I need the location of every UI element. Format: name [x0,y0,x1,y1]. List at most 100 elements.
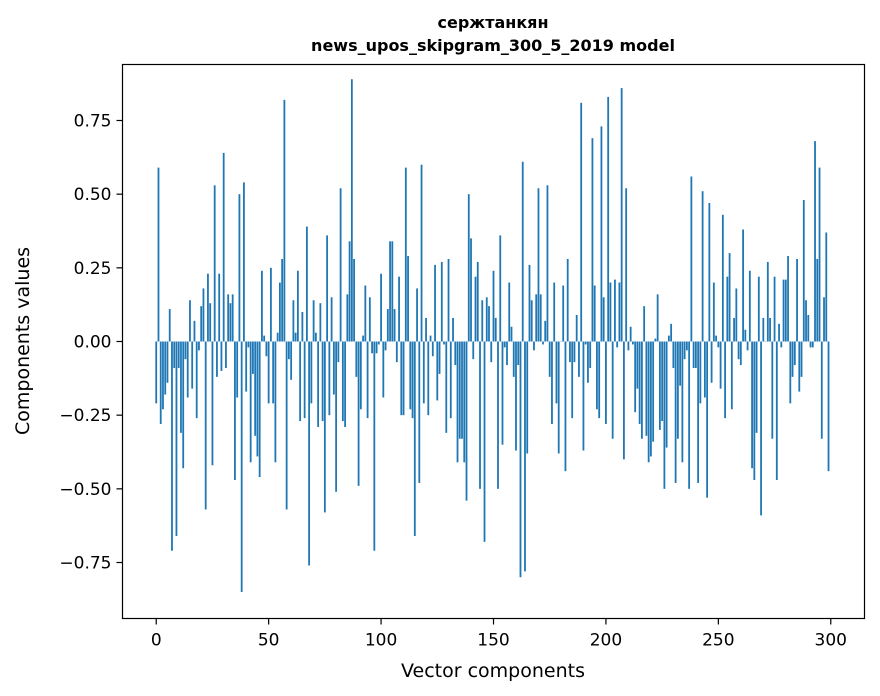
bar-148 [488,306,490,342]
bar-244 [703,341,706,398]
bar-243 [701,191,704,342]
bar-48 [263,335,266,342]
bar-121 [427,341,430,416]
bar-246 [708,203,711,342]
bar-276 [775,341,778,480]
bar-119 [422,341,425,404]
bar-21 [202,288,205,342]
bar-226 [663,341,666,489]
bar-237 [688,341,691,489]
bar-218 [645,341,648,436]
bar-133 [454,341,457,366]
bar-120 [425,317,427,342]
bar-185 [571,341,574,419]
bar-259 [737,341,740,360]
bar-42 [249,341,252,463]
bar-146 [483,341,486,542]
bar-278 [780,341,783,348]
bar-167 [530,300,533,342]
bar-47 [261,270,263,342]
bar-123 [431,341,434,357]
bar-285 [796,258,798,342]
bar-256 [730,341,733,410]
bar-158 [510,326,513,342]
bar-236 [685,341,688,351]
bar-250 [717,341,720,348]
bar-267 [755,341,758,433]
bar-127 [440,261,443,342]
bar-200 [605,341,607,425]
bar-186 [573,341,576,363]
bar-118 [420,164,423,342]
bar-193 [589,341,592,369]
bar-213 [634,341,637,413]
y-tick-label: −0.25 [59,406,111,426]
bar-116 [416,288,418,342]
bar-179 [557,341,560,454]
bar-216 [641,341,643,439]
bar-29 [220,341,223,371]
bar-31 [225,341,227,369]
bar-5 [166,341,169,383]
bar-30 [222,152,225,342]
bar-33 [229,303,232,342]
bar-69 [310,341,313,404]
bar-253 [724,341,726,419]
bar-32 [227,294,230,342]
bar-86 [348,241,351,342]
bar-156 [506,341,508,366]
bar-52 [272,341,275,404]
bar-13 [184,341,187,360]
bar-147 [485,297,488,342]
bar-191 [584,341,587,345]
bar-192 [587,341,589,383]
bar-50 [267,341,270,404]
bar-199 [602,297,605,342]
bar-14 [186,341,189,398]
bar-96 [371,341,373,354]
bar-46 [258,341,261,478]
bar-10 [177,341,180,369]
bar-175 [548,341,551,377]
bar-109 [400,341,403,416]
bar-114 [411,341,414,419]
bar-60 [290,341,293,380]
y-tick-label: 0.50 [74,185,112,205]
bar-190 [582,341,585,451]
bar-106 [393,309,396,342]
bar-205 [616,341,619,348]
bar-67 [305,226,308,342]
bar-289 [805,300,807,342]
bar-79 [332,341,335,395]
bar-103 [386,309,389,342]
bar-170 [537,188,540,342]
bar-15 [189,300,191,342]
bar-223 [656,294,659,342]
x-tick-label: 300 [815,631,847,651]
bar-283 [791,341,794,377]
y-tick-label: 0.00 [74,333,112,353]
bar-149 [490,341,493,363]
bar-40 [245,341,248,392]
bar-132 [452,317,454,342]
bar-41 [247,341,250,348]
bar-209 [625,188,628,342]
bar-241 [697,341,700,483]
bar-210 [627,341,630,351]
bar-81 [337,341,340,363]
bar-234 [681,341,684,463]
bar-189 [580,102,583,342]
bar-1 [157,167,160,342]
bar-59 [287,341,290,360]
bar-128 [443,341,445,345]
bar-62 [294,332,297,342]
bar-27 [216,341,218,377]
bar-254 [726,276,729,342]
bar-64 [299,341,302,422]
bar-249 [715,335,717,342]
bar-63 [296,270,299,342]
bar-206 [618,282,621,342]
bar-272 [766,261,769,342]
bar-74 [321,341,324,422]
bar-140 [470,238,472,342]
